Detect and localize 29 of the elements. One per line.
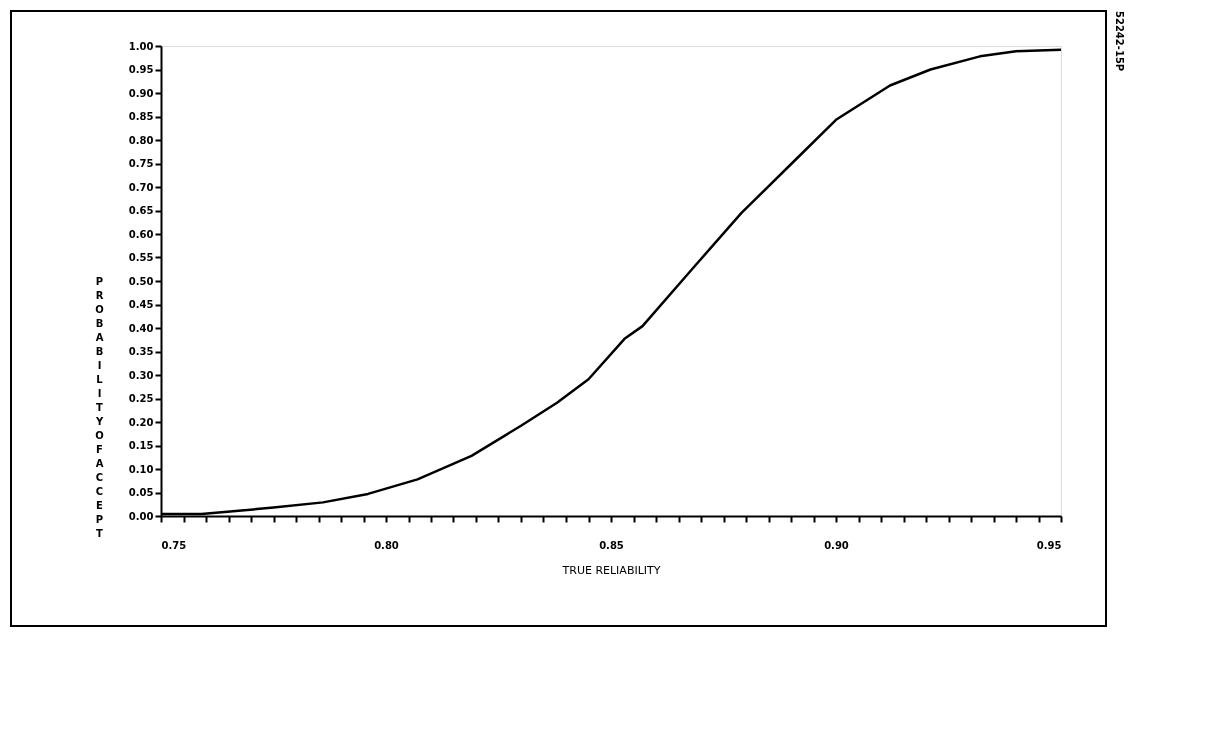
x-tick-label: 0.75: [161, 539, 187, 551]
y-tick-label: 0.30: [128, 369, 154, 381]
y-tick-label: 0.95: [128, 64, 154, 75]
y-tick-label: 0.15: [128, 440, 154, 451]
y-tick-label: 0.25: [128, 393, 154, 404]
y-tick-label: 0.35: [128, 346, 154, 357]
y-tick-label: 0.50: [128, 275, 154, 287]
y-tick-label: 0.45: [128, 299, 154, 310]
y-tick-label: 0.10: [128, 463, 154, 475]
y-tick-label: 0.85: [128, 111, 154, 122]
text: 52242-15P: [1114, 11, 1125, 72]
y-tick-label: 0.20: [128, 416, 154, 428]
y-tick-label: 1.00: [128, 40, 154, 52]
y-tick-label: 0.40: [128, 322, 154, 334]
text: PROBABILITY OF ACCEPT: [95, 275, 104, 539]
x-tick-label: 0.95: [1036, 539, 1062, 551]
y-tick-label: 0.80: [128, 134, 154, 146]
x-axis-title: TRUE RELIABILITY: [561, 563, 661, 577]
y-tick-label: 0.65: [128, 205, 154, 216]
x-tick-label: 0.80: [374, 539, 399, 551]
y-tick-label: 0.90: [128, 87, 154, 99]
y-tick-label: 0.75: [128, 158, 154, 169]
x-tick-label: 0.85: [599, 539, 624, 551]
y-tick-label: 0.70: [128, 181, 154, 193]
x-tick-label: 0.90: [824, 539, 849, 551]
y-tick-label: 0.55: [128, 252, 154, 263]
y-tick-label: 0.00: [128, 510, 154, 522]
y-tick-label: 0.05: [128, 487, 154, 498]
y-tick-label: 0.60: [128, 228, 154, 240]
